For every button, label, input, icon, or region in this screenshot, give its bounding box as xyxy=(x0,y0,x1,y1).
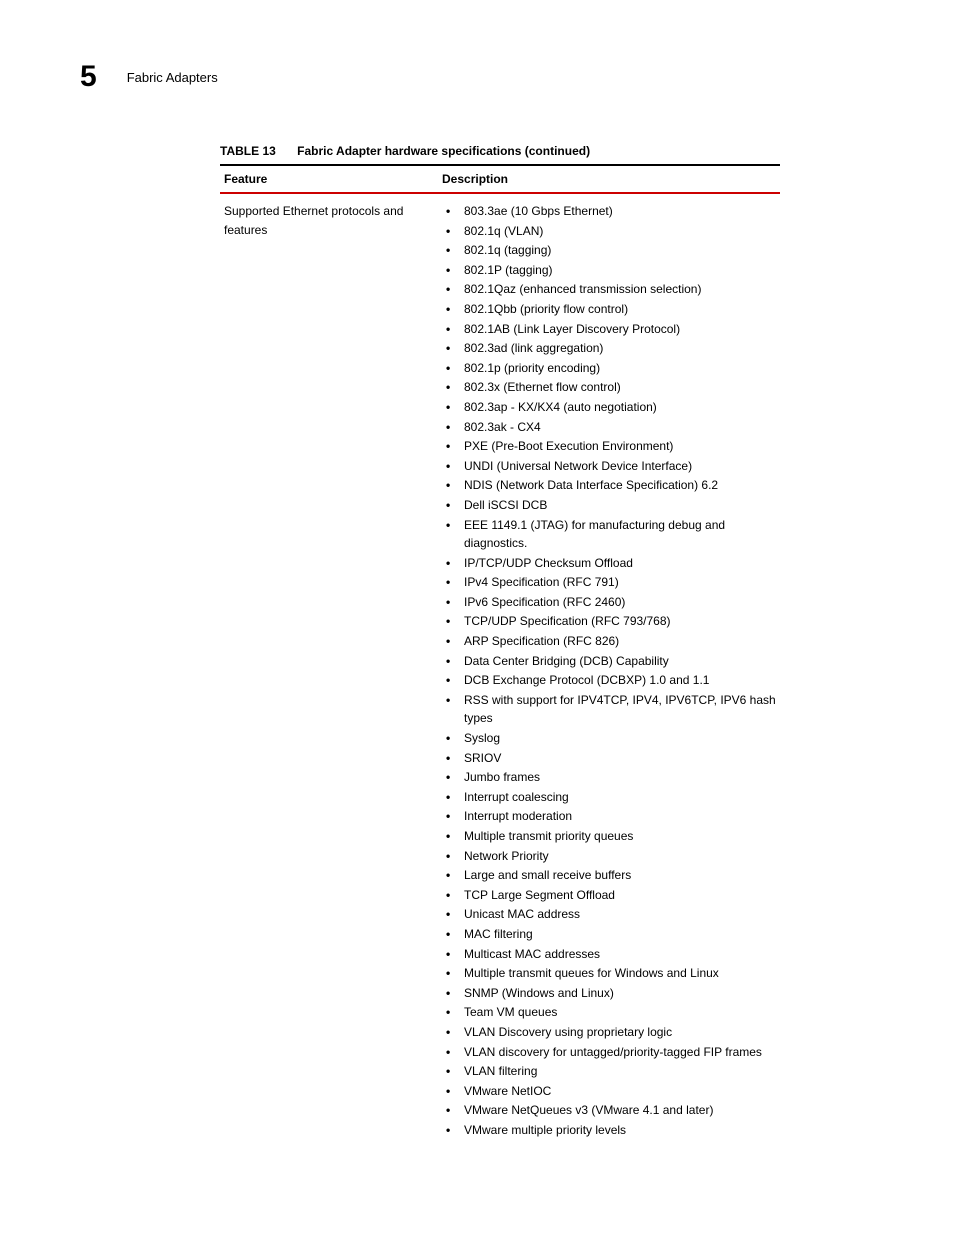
list-item: 802.1Qaz (enhanced transmission selectio… xyxy=(442,280,776,299)
chapter-number: 5 xyxy=(80,60,97,94)
col-header-feature: Feature xyxy=(220,165,438,193)
list-item: VLAN discovery for untagged/priority-tag… xyxy=(442,1043,776,1062)
header-title: Fabric Adapters xyxy=(127,70,218,85)
list-item: VMware NetIOC xyxy=(442,1082,776,1101)
list-item: NDIS (Network Data Interface Specificati… xyxy=(442,476,776,495)
list-item: 802.3ap - KX/KX4 (auto negotiation) xyxy=(442,398,776,417)
list-item: Dell iSCSI DCB xyxy=(442,496,776,515)
list-item: DCB Exchange Protocol (DCBXP) 1.0 and 1.… xyxy=(442,671,776,690)
list-item: 802.1q (tagging) xyxy=(442,241,776,260)
list-item: ARP Specification (RFC 826) xyxy=(442,632,776,651)
list-item: 802.1Qbb (priority flow control) xyxy=(442,300,776,319)
list-item: Multiple transmit queues for Windows and… xyxy=(442,964,776,983)
table-header-row: Feature Description xyxy=(220,165,780,193)
list-item: VLAN Discovery using proprietary logic xyxy=(442,1023,776,1042)
list-item: Multicast MAC addresses xyxy=(442,945,776,964)
list-item: 802.1q (VLAN) xyxy=(442,222,776,241)
list-item: IPv6 Specification (RFC 2460) xyxy=(442,593,776,612)
table-caption: TABLE 13 Fabric Adapter hardware specifi… xyxy=(220,144,780,158)
list-item: Network Priority xyxy=(442,847,776,866)
list-item: MAC filtering xyxy=(442,925,776,944)
list-item: 802.1AB (Link Layer Discovery Protocol) xyxy=(442,320,776,339)
list-item: Team VM queues xyxy=(442,1003,776,1022)
list-item: VMware NetQueues v3 (VMware 4.1 and late… xyxy=(442,1101,776,1120)
list-item: EEE 1149.1 (JTAG) for manufacturing debu… xyxy=(442,516,776,553)
list-item: 802.3x (Ethernet flow control) xyxy=(442,378,776,397)
list-item: Unicast MAC address xyxy=(442,905,776,924)
list-item: RSS with support for IPV4TCP, IPV4, IPV6… xyxy=(442,691,776,728)
description-cell: 803.3ae (10 Gbps Ethernet)802.1q (VLAN)8… xyxy=(438,193,780,1147)
page-header: 5 Fabric Adapters xyxy=(80,60,864,94)
col-header-description: Description xyxy=(438,165,780,193)
table-label: TABLE 13 xyxy=(220,144,276,158)
list-item: Large and small receive buffers xyxy=(442,866,776,885)
list-item: Syslog xyxy=(442,729,776,748)
list-item: VMware multiple priority levels xyxy=(442,1121,776,1140)
list-item: 803.3ae (10 Gbps Ethernet) xyxy=(442,202,776,221)
feature-cell: Supported Ethernet protocols and feature… xyxy=(220,193,438,1147)
list-item: IPv4 Specification (RFC 791) xyxy=(442,573,776,592)
list-item: 802.3ak - CX4 xyxy=(442,418,776,437)
list-item: VLAN filtering xyxy=(442,1062,776,1081)
list-item: 802.1p (priority encoding) xyxy=(442,359,776,378)
table-title: Fabric Adapter hardware specifications (… xyxy=(297,144,590,158)
list-item: IP/TCP/UDP Checksum Offload xyxy=(442,554,776,573)
spec-table-block: TABLE 13 Fabric Adapter hardware specifi… xyxy=(220,144,780,1147)
list-item: TCP/UDP Specification (RFC 793/768) xyxy=(442,612,776,631)
table-row: Supported Ethernet protocols and feature… xyxy=(220,193,780,1147)
list-item: TCP Large Segment Offload xyxy=(442,886,776,905)
list-item: Data Center Bridging (DCB) Capability xyxy=(442,652,776,671)
spec-table: Feature Description Supported Ethernet p… xyxy=(220,164,780,1147)
list-item: 802.1P (tagging) xyxy=(442,261,776,280)
page: 5 Fabric Adapters TABLE 13 Fabric Adapte… xyxy=(0,0,954,1207)
list-item: Jumbo frames xyxy=(442,768,776,787)
list-item: Multiple transmit priority queues xyxy=(442,827,776,846)
list-item: PXE (Pre-Boot Execution Environment) xyxy=(442,437,776,456)
list-item: SRIOV xyxy=(442,749,776,768)
list-item: Interrupt moderation xyxy=(442,807,776,826)
list-item: UNDI (Universal Network Device Interface… xyxy=(442,457,776,476)
list-item: Interrupt coalescing xyxy=(442,788,776,807)
list-item: 802.3ad (link aggregation) xyxy=(442,339,776,358)
description-list: 803.3ae (10 Gbps Ethernet)802.1q (VLAN)8… xyxy=(442,202,776,1140)
list-item: SNMP (Windows and Linux) xyxy=(442,984,776,1003)
